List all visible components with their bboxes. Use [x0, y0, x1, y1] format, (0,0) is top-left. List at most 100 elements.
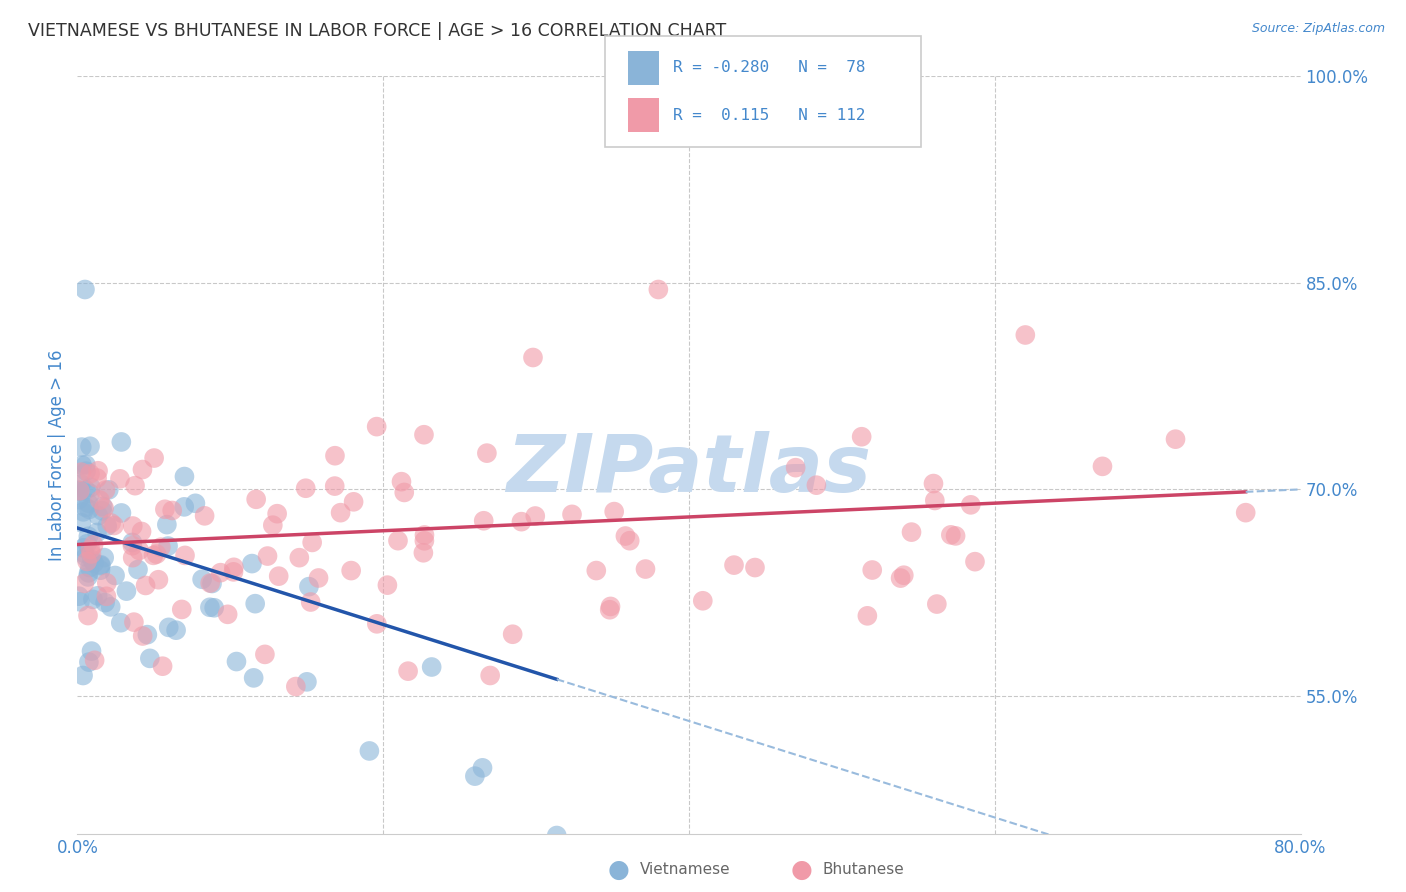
Point — [744, 560, 766, 574]
Point — [157, 539, 180, 553]
Point — [67, 589, 90, 603]
Text: ●: ● — [607, 858, 630, 881]
Point — [366, 616, 388, 631]
Point — [72, 668, 94, 682]
Point — [93, 501, 115, 516]
Point — [75, 458, 97, 472]
Point — [471, 761, 494, 775]
Text: VIETNAMESE VS BHUTANESE IN LABOR FORCE | AGE > 16 CORRELATION CHART: VIETNAMESE VS BHUTANESE IN LABOR FORCE |… — [28, 22, 727, 40]
Point — [647, 283, 669, 297]
Point — [80, 547, 103, 561]
Point — [510, 515, 533, 529]
Point — [103, 518, 125, 533]
Point — [82, 592, 104, 607]
Point — [77, 570, 100, 584]
Point — [75, 464, 97, 478]
Text: R =  0.115   N = 112: R = 0.115 N = 112 — [673, 108, 866, 122]
Point — [91, 500, 114, 514]
Point — [139, 651, 162, 665]
Point — [1234, 506, 1257, 520]
Point — [77, 502, 100, 516]
Point — [692, 594, 714, 608]
Point — [924, 493, 946, 508]
Text: Vietnamese: Vietnamese — [640, 863, 730, 877]
Point — [502, 627, 524, 641]
Point — [93, 550, 115, 565]
Point — [201, 576, 224, 591]
Point — [131, 629, 153, 643]
Point — [323, 479, 346, 493]
Point — [152, 659, 174, 673]
Point — [198, 576, 221, 591]
Point — [396, 664, 419, 678]
Point — [73, 546, 96, 560]
Point — [173, 469, 195, 483]
Point — [76, 554, 98, 568]
Point — [90, 558, 112, 572]
Point — [174, 549, 197, 563]
Text: Bhutanese: Bhutanese — [823, 863, 904, 877]
Point — [94, 483, 117, 497]
Point — [342, 495, 364, 509]
Point — [110, 506, 132, 520]
Point — [225, 655, 247, 669]
Point — [67, 484, 90, 499]
Point — [79, 439, 101, 453]
Point — [284, 680, 307, 694]
Point — [202, 600, 225, 615]
Point — [135, 578, 157, 592]
Point — [194, 508, 217, 523]
Point — [67, 492, 90, 507]
Point — [323, 449, 346, 463]
Point — [70, 440, 93, 454]
Point — [267, 569, 290, 583]
Point — [79, 560, 101, 574]
Point — [173, 500, 195, 514]
Point — [76, 537, 98, 551]
Point — [87, 464, 110, 478]
Point — [298, 580, 321, 594]
Point — [266, 507, 288, 521]
Point — [391, 475, 413, 489]
Point — [77, 566, 100, 580]
Point — [143, 451, 166, 466]
Point — [256, 549, 278, 563]
Point — [70, 516, 93, 530]
Point — [145, 547, 167, 561]
Point — [394, 485, 416, 500]
Point — [301, 535, 323, 549]
Point — [104, 568, 127, 582]
Point — [79, 542, 101, 557]
Point — [77, 529, 100, 543]
Point — [245, 492, 267, 507]
Point — [242, 671, 264, 685]
Point — [72, 505, 94, 519]
Point — [80, 644, 103, 658]
Point — [121, 550, 143, 565]
Point — [131, 462, 153, 476]
Point — [619, 533, 641, 548]
Point — [100, 599, 122, 614]
Point — [77, 608, 100, 623]
Point — [121, 539, 143, 553]
Point — [191, 572, 214, 586]
Point — [1091, 459, 1114, 474]
Point — [603, 505, 626, 519]
Point — [122, 615, 145, 629]
Point — [79, 467, 101, 481]
Point — [83, 556, 105, 570]
Point — [115, 584, 138, 599]
Point — [806, 478, 828, 492]
Point — [464, 769, 486, 783]
Point — [87, 508, 110, 523]
Point — [108, 472, 131, 486]
Point — [253, 648, 276, 662]
Point — [149, 540, 172, 554]
Point — [599, 603, 621, 617]
Point — [79, 486, 101, 500]
Point — [165, 623, 187, 637]
Point — [86, 589, 108, 603]
Point — [67, 483, 90, 497]
Point — [89, 493, 111, 508]
Point — [80, 553, 103, 567]
